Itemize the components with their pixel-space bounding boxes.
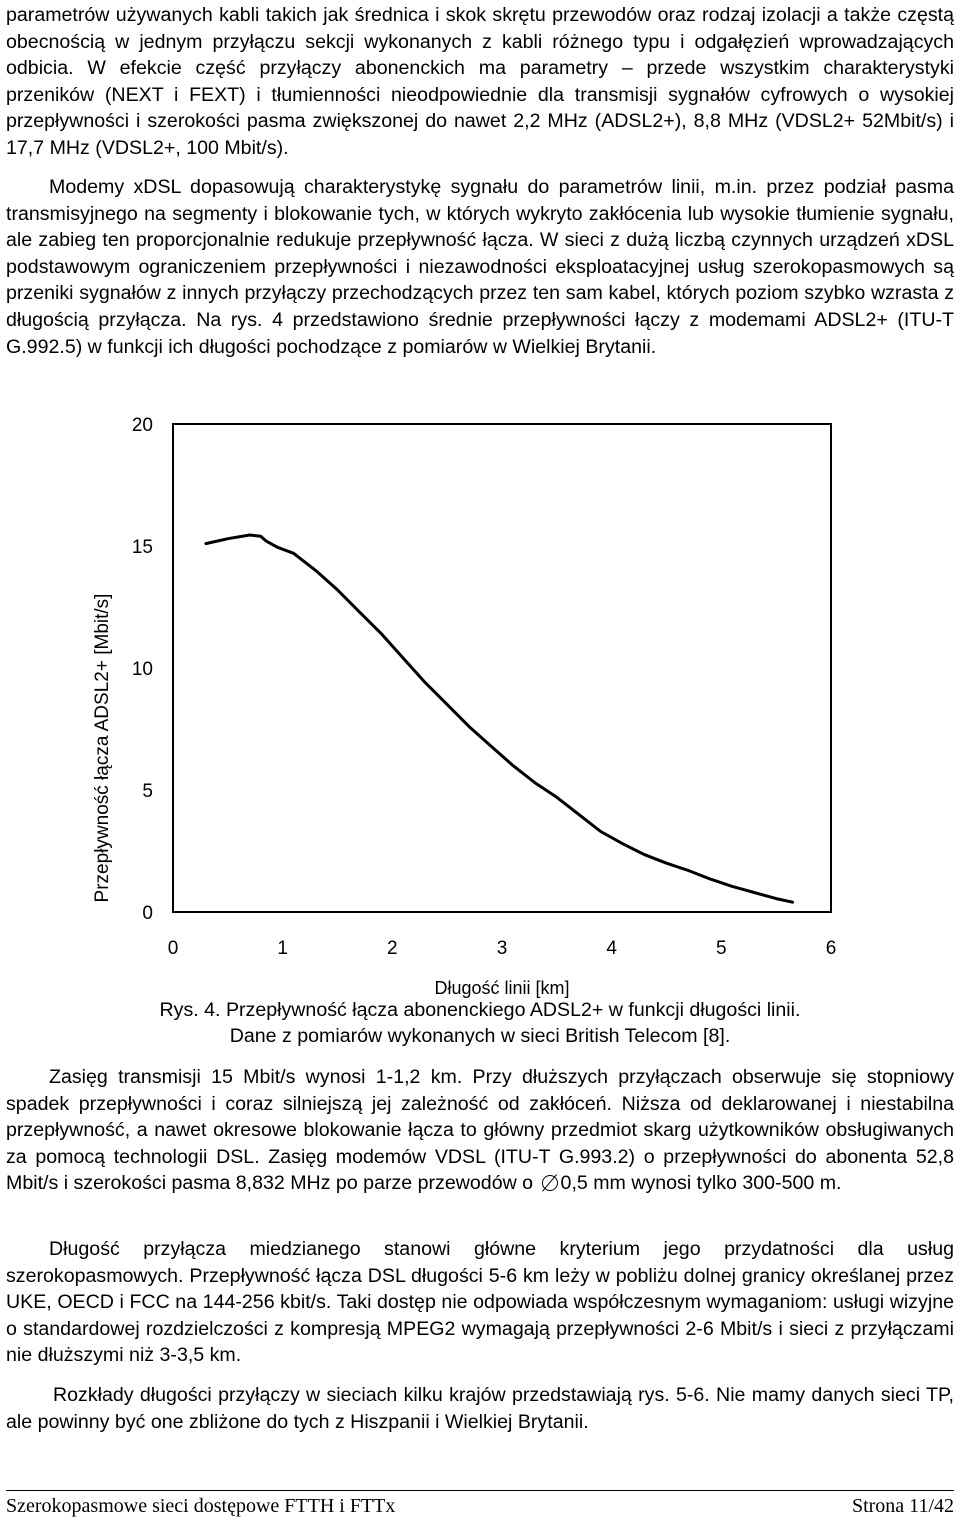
paragraph-4: Długość przyłącza miedzianego stanowi gł…: [6, 1238, 954, 1367]
footer-page-number: Strona 11/42: [851, 1495, 954, 1517]
y-axis-label: Przepływność łącza ADSL2+ [Mbit/s]: [92, 594, 113, 903]
x-axis-label: Długość linii [km]: [434, 978, 569, 998]
paragraph-2: Modemy xDSL dopasowują charakterystykę s…: [6, 176, 954, 358]
x-tick-label: 5: [716, 938, 727, 959]
throughput-vs-length-chart: 0 5 10 15 20 0 1 2 3 4 5 6 Długość linii [km] Przepł…: [92, 415, 837, 998]
x-tick-label: 6: [826, 938, 837, 959]
diameter-symbol-icon: [541, 1174, 559, 1192]
paragraph-3: Zasięg transmisji 15 Mbit/s wynosi 1-1,2…: [6, 1064, 954, 1197]
y-tick-label: 10: [132, 659, 153, 680]
y-tick-label: 0: [142, 903, 153, 924]
y-tick-label: 20: [132, 415, 153, 436]
x-tick-label: 3: [497, 938, 508, 959]
paragraph-3-text-b: 0,5 mm wynosi tylko 300-500 m.: [560, 1172, 842, 1195]
footer-title: Szerokopasmowe sieci dostępowe FTTH i FT…: [6, 1495, 396, 1517]
plot-area-frame: [172, 423, 832, 913]
x-tick-label: 4: [606, 938, 617, 959]
figure-caption-line-2: Dane z pomiarów wykonanych w sieci Briti…: [229, 1025, 731, 1047]
series-line: [204, 533, 795, 904]
y-tick-label: 15: [132, 537, 153, 558]
paragraph-1: parametrów używanych kabli takich jak śr…: [6, 4, 954, 159]
paragraph-5: Rozkłady długości przyłączy w sieciach k…: [6, 1384, 954, 1433]
figure-caption-line-1: Rys. 4. Przepływność łącza abonenckiego …: [159, 999, 801, 1021]
x-tick-label: 0: [168, 938, 179, 959]
footer-divider: [6, 1490, 954, 1491]
paragraph-3-text-a: Zasięg transmisji 15 Mbit/s wynosi 1-1,2…: [6, 1066, 954, 1195]
x-tick-label: 1: [277, 938, 288, 959]
y-tick-label: 5: [142, 781, 153, 802]
x-tick-label: 2: [387, 938, 398, 959]
